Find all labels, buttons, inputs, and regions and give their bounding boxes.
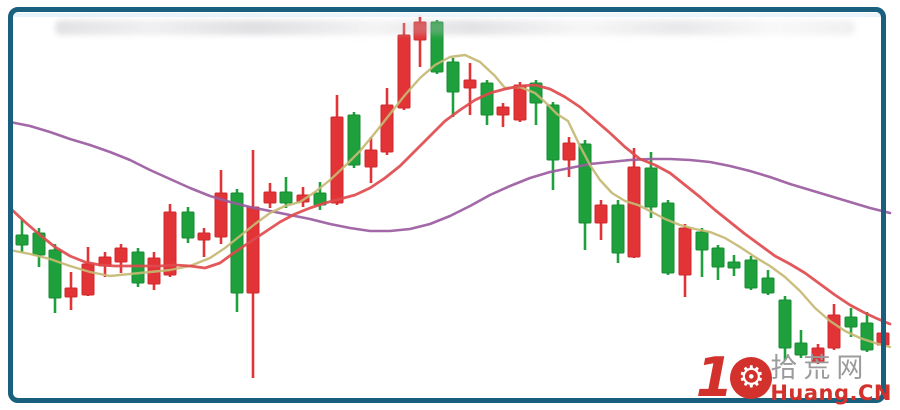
candle-body-down-green	[727, 261, 741, 269]
candle-body-up-red	[594, 204, 608, 224]
candle-body-up-red	[163, 211, 177, 276]
candle-body-up-red	[413, 21, 427, 41]
candle-body-down-green	[844, 316, 858, 328]
candle-body-down-green	[15, 234, 29, 246]
candle-body-down-green	[48, 249, 62, 299]
candle-body-down-green	[446, 61, 460, 93]
candle-body-down-green	[644, 167, 658, 208]
candle-body-up-red	[811, 347, 825, 363]
candle-body-down-green	[860, 322, 874, 351]
candle-body-up-red	[513, 84, 527, 121]
candle-body-down-green	[695, 231, 709, 251]
candle-body-up-red	[330, 116, 344, 204]
ma-fast-red-line	[8, 83, 892, 326]
candle-body-down-green	[611, 204, 625, 254]
candle-body-down-green	[744, 259, 758, 289]
candle-body-up-red	[64, 287, 78, 298]
candle-body-up-red	[81, 263, 95, 296]
ma-slow-purple-line	[8, 120, 892, 233]
candle-body-up-red	[627, 166, 641, 258]
candle-body-up-red	[364, 149, 378, 168]
candle-body-down-green	[711, 247, 725, 268]
candle-body-down-green	[181, 211, 195, 239]
candle-body-up-red	[263, 191, 277, 204]
candle-body-down-green	[279, 191, 293, 204]
candle-body-down-green	[546, 104, 560, 161]
candle-body-up-red	[562, 142, 576, 161]
candle-body-up-red	[397, 34, 411, 109]
candle-body-down-green	[430, 21, 444, 73]
candle-body-up-red	[496, 106, 510, 116]
candle-body-up-red	[380, 104, 394, 153]
watermark: 1 ⚙ 拾荒网 Huang.CN	[696, 351, 892, 405]
candle-body-up-red	[678, 227, 692, 276]
watermark-number: 1 ⚙	[696, 351, 773, 405]
candle-body-down-green	[480, 82, 494, 116]
candle-body-down-green	[778, 299, 792, 349]
candle-body-up-red	[463, 79, 477, 89]
candle-body-down-green	[761, 277, 775, 294]
watermark-digit-one: 1	[695, 346, 734, 409]
candle-body-up-red	[114, 247, 128, 263]
ma-mid-yellow-line	[8, 53, 892, 349]
candle-body-up-red	[214, 192, 228, 238]
watermark-text-column: 拾荒网 Huang.CN	[770, 355, 892, 404]
candle-body-up-red	[246, 206, 260, 294]
gear-icon: ⚙	[730, 357, 773, 399]
watermark-site-domain: Huang.CN	[770, 381, 892, 405]
candle-body-down-green	[661, 202, 675, 274]
watermark-site-name-cn: 拾荒网	[770, 353, 870, 384]
candle-body-down-green	[131, 251, 145, 284]
candle-body-up-red	[197, 232, 211, 241]
candle-body-down-green	[794, 342, 808, 356]
candle-body-up-red	[827, 314, 841, 349]
